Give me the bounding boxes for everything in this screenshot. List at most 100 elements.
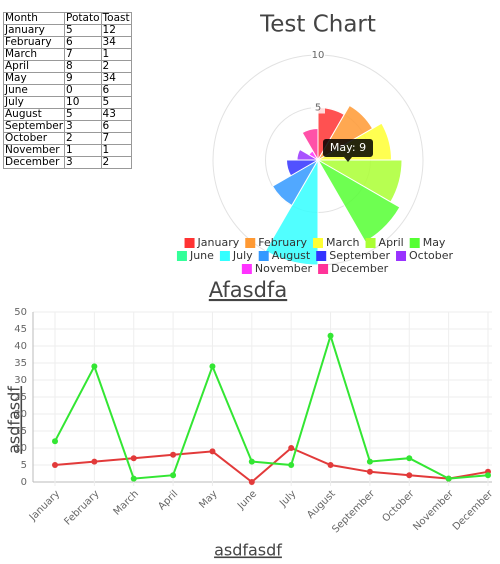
- y-tick-label: 5: [21, 460, 27, 471]
- table-row: May 9 34: [2, 72, 132, 85]
- polar-segment: [301, 127, 319, 162]
- y-tick-label: 20: [14, 409, 27, 420]
- x-tick-label: June: [235, 488, 259, 512]
- table-cell: 2: [100, 156, 132, 169]
- table-row: October 2 7: [2, 132, 132, 145]
- x-tick-label: March: [112, 488, 141, 517]
- legend-item: June: [176, 249, 214, 262]
- data-point: [170, 472, 177, 479]
- y-tick-label: 30: [14, 375, 27, 386]
- table-cell: 6: [100, 84, 132, 97]
- legend-item: February: [245, 236, 307, 249]
- legend-item: August: [258, 249, 311, 262]
- tooltip: May: 9: [323, 139, 373, 162]
- legend-label: January: [197, 236, 240, 249]
- data-point: [327, 462, 334, 468]
- legend-swatch: [258, 251, 269, 261]
- legend-item: July: [219, 249, 253, 262]
- legend-item: November: [241, 262, 313, 275]
- legend-swatch: [409, 238, 420, 248]
- polar-segment: [271, 158, 320, 207]
- chart-title: Afasdfa: [209, 278, 287, 302]
- table-row: February 6 34: [2, 36, 132, 49]
- tick-label-bg: [311, 101, 325, 114]
- data-point: [288, 445, 295, 451]
- x-tick-label: April: [156, 488, 180, 512]
- table-row: March 7 1: [2, 48, 132, 61]
- legend-item: September: [316, 249, 390, 262]
- data-point: [170, 451, 177, 458]
- r-tick-label: 10: [312, 50, 325, 61]
- y-tick-label: 35: [14, 358, 27, 369]
- series-line: [54, 332, 489, 480]
- y-axis-label: asdfasdf: [5, 386, 24, 454]
- legend-item: January: [184, 236, 240, 249]
- r-tick-label: 5: [315, 103, 321, 114]
- table-row: December 3 2: [2, 156, 132, 169]
- data-point: [130, 475, 137, 482]
- data-point: [485, 472, 491, 479]
- legend-swatch: [313, 238, 323, 248]
- data-point: [288, 462, 295, 468]
- data-point: [52, 462, 58, 468]
- data-point: [248, 458, 255, 465]
- legend-swatch: [316, 251, 327, 261]
- data-point: [248, 479, 255, 485]
- table-cell: 10: [64, 96, 102, 109]
- data-point: [52, 438, 58, 445]
- y-tick-label: 0: [21, 477, 27, 488]
- legend-swatch: [176, 251, 187, 261]
- data-point: [445, 475, 452, 482]
- legend-swatch: [318, 264, 329, 274]
- legend-label: November: [255, 262, 313, 275]
- legend-swatch: [219, 251, 230, 261]
- polar-segment: [316, 158, 401, 243]
- legend-swatch: [396, 251, 407, 261]
- x-tick-label: January: [27, 488, 62, 523]
- legend-label: February: [258, 236, 307, 249]
- data-point: [130, 455, 137, 462]
- legend-swatch: [241, 264, 252, 274]
- polar-segment: [264, 158, 319, 266]
- legend-label: March: [326, 236, 360, 249]
- data-point: [366, 468, 373, 475]
- x-axis-label: asdfasdf: [214, 541, 282, 560]
- legend-item: October: [396, 249, 454, 262]
- y-tick-label: 25: [14, 392, 27, 403]
- legend-label: May: [423, 236, 446, 249]
- data-point: [366, 458, 373, 465]
- table-row: Month Potato Toast: [2, 12, 132, 25]
- table-row: July 10 5: [2, 96, 132, 109]
- legend-item: March: [313, 236, 360, 249]
- data-point: [406, 455, 413, 462]
- legend-label: August: [272, 249, 311, 262]
- x-tick-label: May: [197, 488, 219, 510]
- legend-label: July: [232, 249, 253, 262]
- legend-swatch: [245, 238, 256, 248]
- table-row: September 3 6: [2, 120, 132, 133]
- table-cell: 3: [64, 156, 102, 169]
- data-point: [91, 458, 98, 465]
- legend-swatch: [184, 238, 195, 248]
- table-cell: December: [2, 156, 66, 169]
- y-tick-label: 40: [14, 341, 27, 352]
- table-cell: 8: [64, 60, 102, 73]
- x-tick-label: November: [411, 488, 456, 533]
- legend-label: October: [409, 249, 453, 262]
- y-tick-label: 15: [14, 426, 27, 437]
- legend-item: April: [365, 236, 404, 249]
- data-point: [327, 332, 334, 339]
- legend-item: December: [318, 262, 389, 275]
- x-tick-label: October: [380, 488, 417, 525]
- x-tick-label: July: [277, 488, 298, 509]
- data-point: [406, 472, 413, 479]
- tick-label-bg: [311, 49, 325, 61]
- polar-segment: [285, 159, 320, 177]
- data-point: [209, 448, 216, 455]
- x-tick-label: February: [62, 488, 101, 527]
- legend-label: June: [189, 249, 214, 262]
- data-point: [91, 363, 98, 370]
- y-tick-label: 45: [14, 324, 27, 335]
